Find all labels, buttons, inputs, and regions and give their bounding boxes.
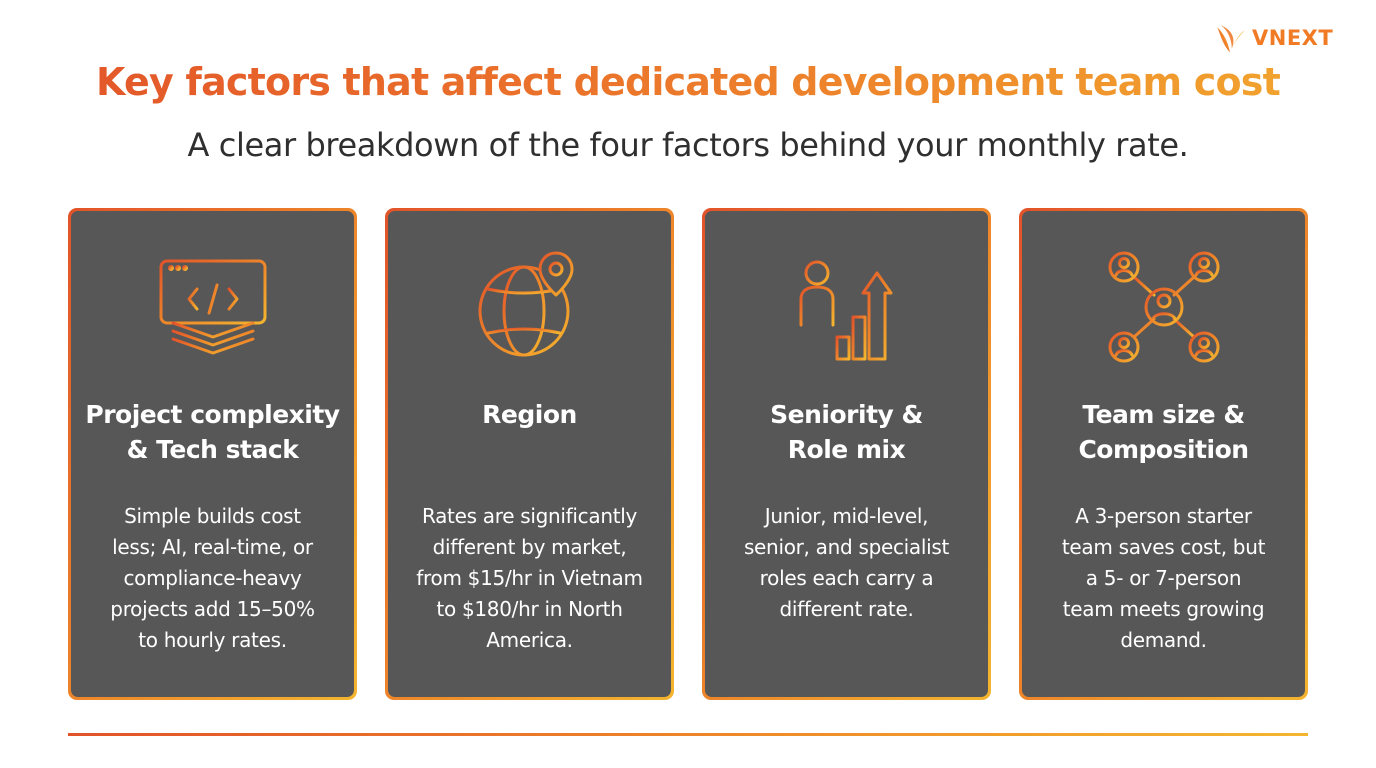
vnext-leaf-icon [1217, 25, 1245, 53]
brand-logo: VNEXT [1212, 18, 1342, 58]
factor-card-region: Region Rates are significantly different… [385, 208, 674, 700]
card-description: Simple builds cost less; AI, real-time, … [110, 504, 315, 652]
globe-location-icon [478, 251, 573, 357]
factor-cards: Project complexity & Tech stack Simple bu… [68, 208, 1308, 700]
page-subtitle: A clear breakdown of the four factors be… [187, 126, 1189, 164]
card-title: Project complexity & Tech stack [85, 400, 340, 464]
card-description: Junior, mid-level, senior, and specialis… [743, 504, 950, 621]
card-description: A 3-person starter team saves cost, but … [1061, 504, 1266, 652]
page-title: Key factors that affect dedicated develo… [0, 60, 1376, 104]
code-window-icon [159, 259, 266, 355]
brand-name: VNEXT [1252, 26, 1334, 50]
factor-card-seniority: Seniority & Role mix Junior, mid-level, s… [702, 208, 991, 700]
factor-card-complexity: Project complexity & Tech stack Simple bu… [68, 208, 357, 700]
card-title: Team size & Composition [1078, 400, 1249, 464]
team-network-icon [1108, 251, 1219, 363]
factor-card-team-size: Team size & Composition A 3-person starte… [1019, 208, 1308, 700]
card-title: Seniority & Role mix [770, 400, 923, 464]
card-title: Region [482, 400, 577, 429]
card-description: Rates are significantly different by mar… [416, 504, 643, 652]
person-growth-chart-icon [793, 260, 900, 361]
bottom-divider [68, 733, 1308, 736]
